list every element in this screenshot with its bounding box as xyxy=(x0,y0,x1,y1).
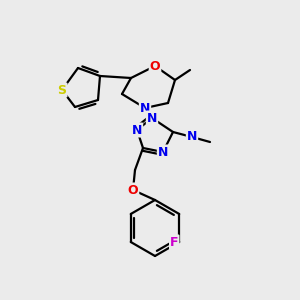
Text: S: S xyxy=(58,83,67,97)
Text: N: N xyxy=(132,124,142,136)
Text: N: N xyxy=(140,101,150,115)
Text: N: N xyxy=(158,146,168,158)
Text: O: O xyxy=(150,59,160,73)
Text: F: F xyxy=(170,236,178,248)
Text: O: O xyxy=(128,184,138,196)
Text: N: N xyxy=(187,130,197,143)
Text: N: N xyxy=(147,112,157,124)
